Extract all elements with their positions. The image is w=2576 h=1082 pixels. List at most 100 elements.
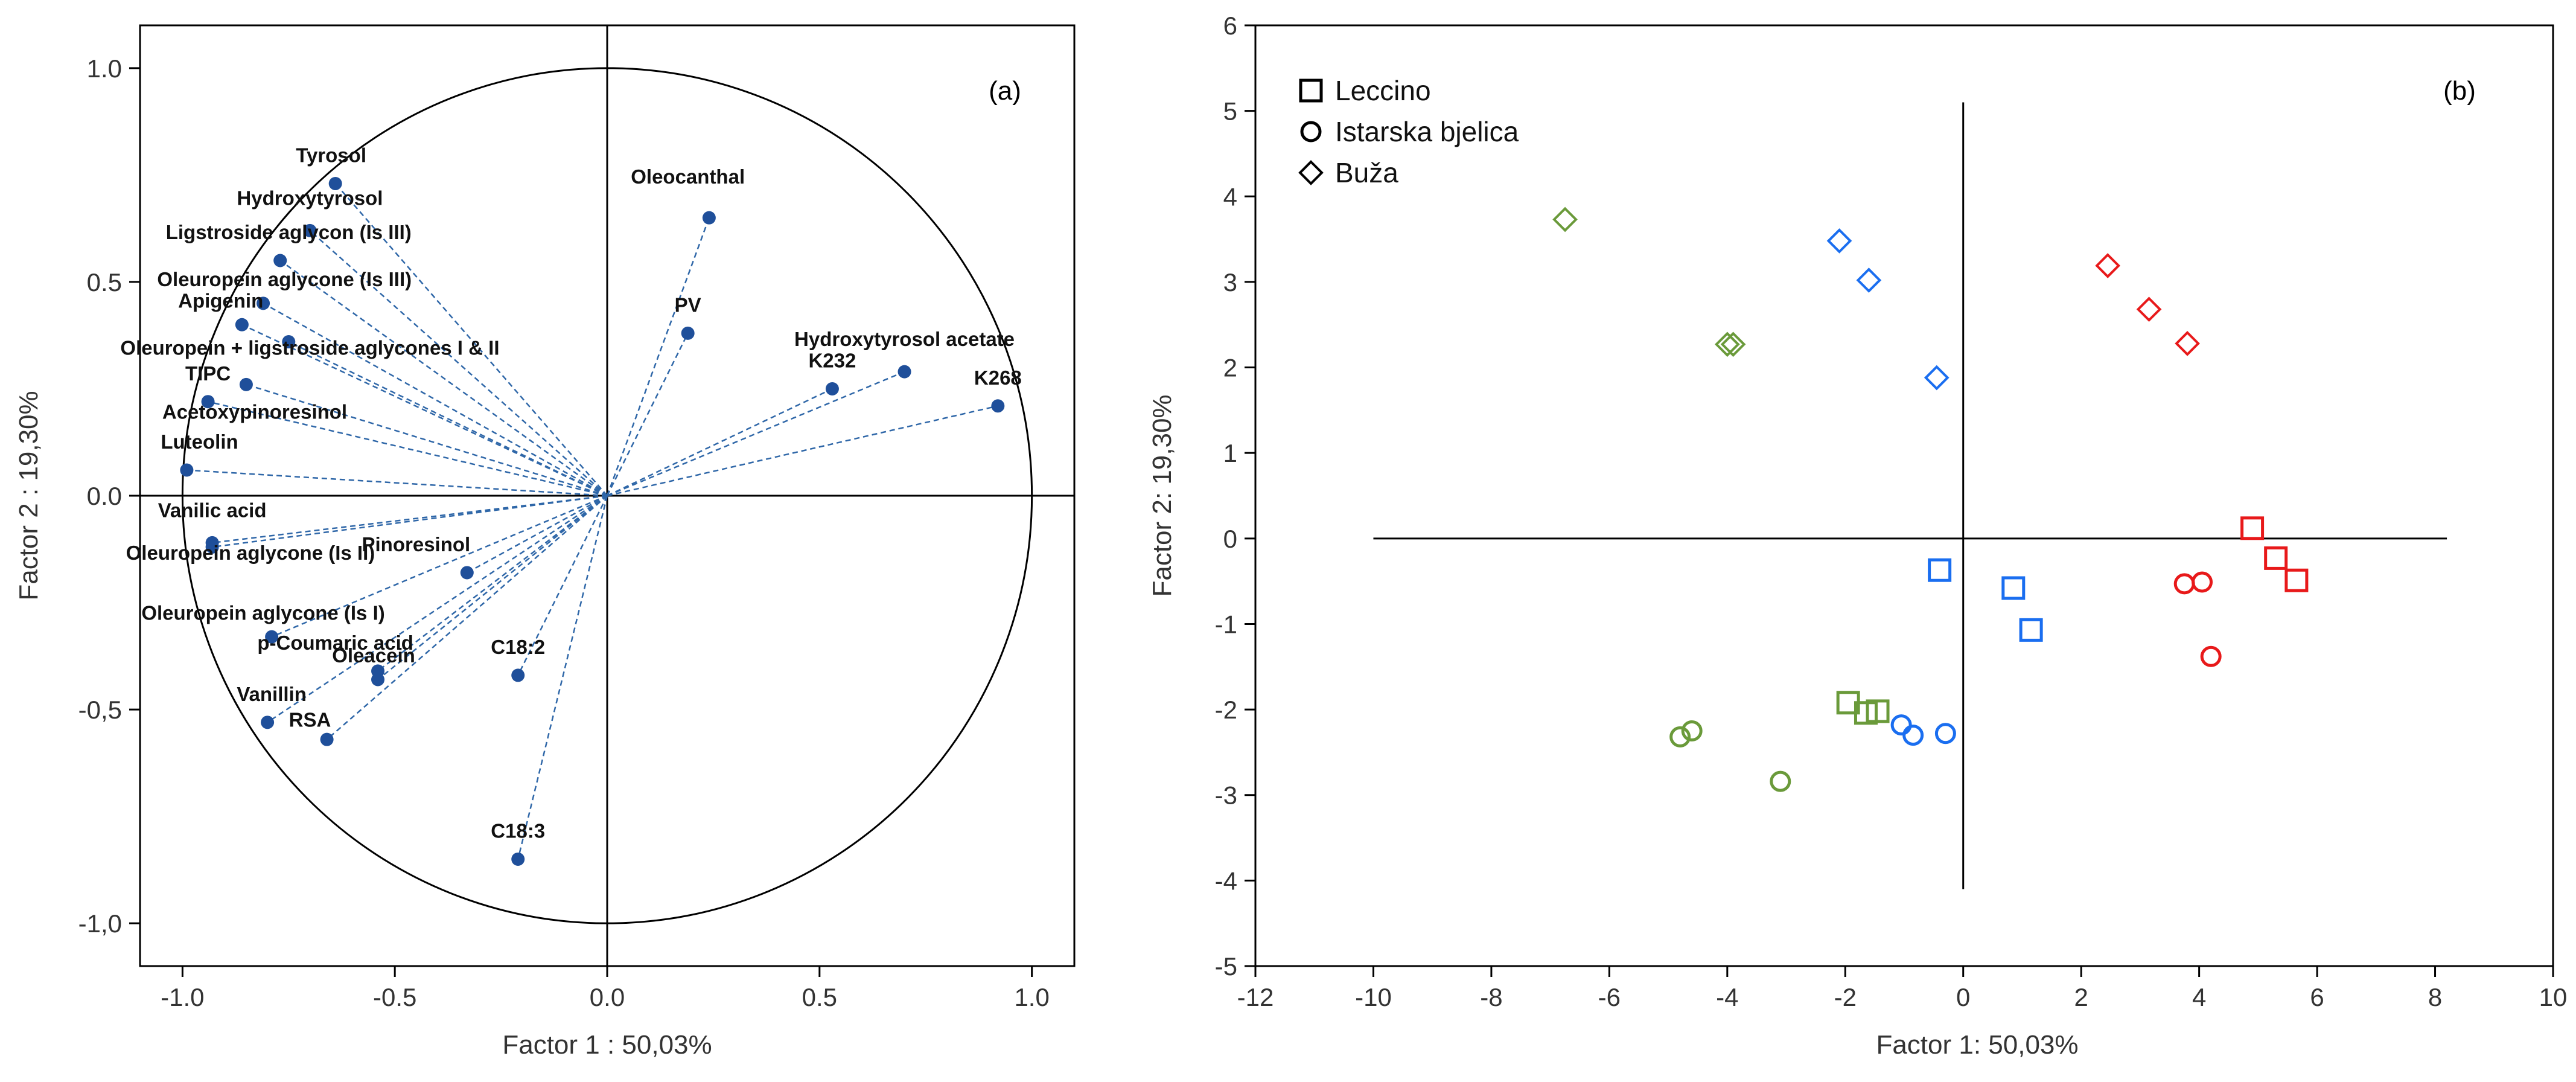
x-axis-title: Factor 1: 50,03%	[1876, 1030, 2078, 1060]
loading-point	[239, 377, 253, 391]
score-point-square	[1854, 701, 1878, 725]
y-tick-label: 1	[1223, 439, 1237, 467]
score-point-diamond	[1826, 228, 1852, 254]
score-point-diamond	[2136, 296, 2162, 322]
legend-marker-square	[1299, 78, 1323, 103]
loading-label: Oleuropein aglycone (Is II)	[126, 542, 375, 564]
y-tick-label: 6	[1223, 11, 1237, 40]
score-point-circle	[1902, 725, 1924, 746]
loading-label: Oleacein	[332, 644, 415, 667]
score-point-group	[1552, 206, 2309, 792]
x-tick-label: -10	[1355, 983, 1392, 1011]
score-point-diamond	[1720, 331, 1746, 357]
score-point-square	[2001, 576, 2026, 600]
score-point-circle	[1770, 770, 1791, 792]
x-tick-label: 0	[1956, 983, 1970, 1011]
loading-label: Vanillin	[237, 683, 307, 705]
score-point-square	[1866, 699, 1890, 723]
legend-label: Istarska bjelica	[1335, 116, 1519, 147]
y-tick-label: 4	[1223, 182, 1237, 211]
loading-vector	[187, 469, 608, 497]
loading-label: p-Coumaric acid	[257, 632, 413, 654]
loading-vector	[377, 495, 608, 672]
y-tick-label: -0,5	[78, 696, 122, 724]
legend-label: Buža	[1335, 157, 1398, 188]
loading-point	[180, 463, 194, 477]
loading-label: C18:2	[491, 636, 545, 658]
x-tick-label: 10	[2539, 983, 2568, 1011]
loading-label: PV	[675, 293, 701, 316]
loading-label-group: Tyrosol Hydroxytyrosol Ligstroside aglycon…	[120, 144, 1021, 842]
loading-point	[257, 296, 270, 310]
loading-vector	[241, 324, 608, 497]
y-tick-label: 5	[1223, 97, 1237, 126]
loading-point	[371, 673, 385, 687]
y-axis-title: Factor 2 : 19,30%	[14, 391, 43, 600]
score-point-square	[1928, 558, 1952, 582]
loading-label: Luteolin	[161, 431, 238, 453]
loading-label: Pinoresinol	[362, 533, 471, 555]
loading-point	[265, 630, 279, 644]
score-point-square	[2019, 618, 2043, 642]
loading-point	[282, 335, 296, 349]
loading-label: Hydroxytyrosol	[237, 187, 383, 209]
loading-label: K232	[808, 350, 856, 372]
loading-vector	[606, 333, 689, 496]
score-point-diamond	[2175, 331, 2200, 356]
loading-label: Tyrosol	[296, 144, 366, 167]
score-point-diamond	[1552, 206, 1578, 232]
x-tick-label: -4	[1716, 983, 1738, 1011]
loading-label: Oleuropein + ligstroside aglycones I & I…	[120, 336, 499, 359]
loading-vector	[517, 495, 608, 860]
y-tick-label: 0	[1223, 525, 1237, 553]
loading-point	[460, 566, 474, 580]
loading-label: Oleocanthal	[631, 165, 745, 188]
loading-point	[991, 399, 1005, 413]
x-tick-label: -8	[1480, 983, 1502, 1011]
loading-point	[511, 852, 525, 866]
loading-label: Vanilic acid	[158, 499, 267, 521]
y-tick-label: -1	[1215, 610, 1237, 638]
score-point-circle	[1890, 714, 1912, 736]
unit-circle	[181, 67, 1033, 924]
legend-label: Leccino	[1335, 75, 1431, 106]
loading-point	[328, 177, 342, 191]
y-tick-label: -1,0	[78, 909, 122, 938]
score-point-square	[2284, 568, 2309, 592]
loading-point	[511, 668, 525, 682]
loading-point	[205, 540, 219, 554]
loading-label: TIPC	[185, 362, 231, 385]
panel-label: (a)	[989, 76, 1021, 106]
y-axis-title: Factor 2: 19,30%	[1147, 394, 1177, 597]
loading-label: Hydroxytyrosol acetate	[794, 328, 1015, 350]
loading-vector	[279, 260, 608, 497]
legend: Leccino Istarska bjelica Buža	[1298, 75, 1519, 188]
y-tick-label: 3	[1223, 268, 1237, 296]
x-tick-label: -12	[1237, 983, 1274, 1011]
legend-marker-circle	[1300, 121, 1322, 142]
score-point-circle	[2192, 571, 2213, 593]
x-tick-label: -2	[1834, 983, 1857, 1011]
y-tick-label: 2	[1223, 354, 1237, 382]
loading-vector	[607, 388, 833, 497]
loading-vector	[271, 495, 608, 638]
x-tick-label: 0.5	[802, 983, 837, 1011]
y-tick-label: -4	[1215, 866, 1237, 895]
score-point-diamond	[2095, 253, 2120, 278]
score-point-circle	[1681, 720, 1703, 741]
x-tick-label: -6	[1598, 983, 1621, 1011]
loading-point	[897, 365, 911, 379]
loading-vector	[326, 495, 608, 740]
loading-vector	[377, 495, 608, 680]
loading-point	[320, 732, 334, 746]
x-tick-label: -1.0	[161, 983, 204, 1011]
x-tick-label: 1.0	[1014, 983, 1049, 1011]
score-point-diamond	[1856, 267, 1882, 293]
legend-marker-diamond	[1298, 160, 1324, 185]
loading-vector	[208, 400, 608, 497]
loading-vector	[263, 303, 608, 497]
score-point-square	[2240, 516, 2265, 540]
score-point-circle	[2173, 573, 2195, 595]
loading-point	[273, 254, 287, 267]
